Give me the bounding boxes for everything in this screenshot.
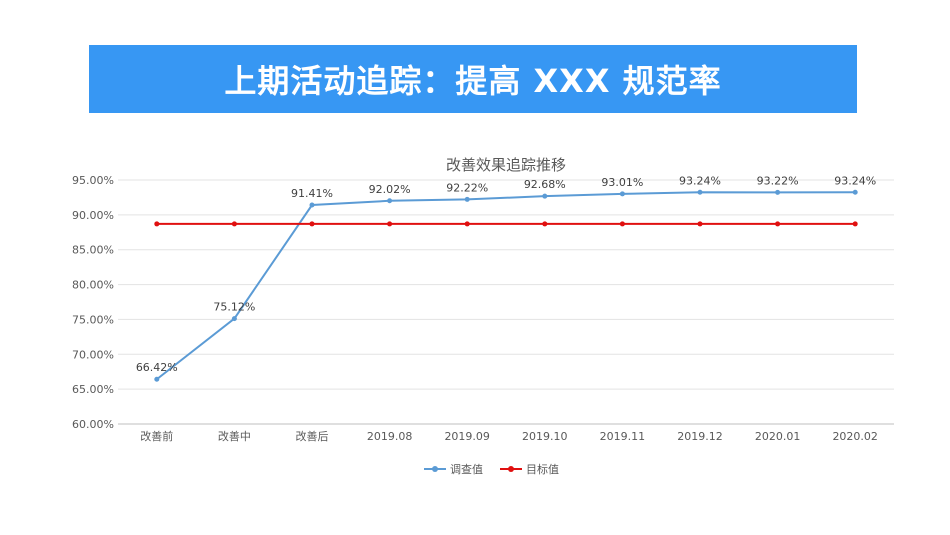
- y-tick-label: 75.00%: [72, 313, 114, 326]
- x-tick-label: 2019.09: [444, 430, 490, 443]
- y-tick-label: 65.00%: [72, 383, 114, 396]
- data-point: [775, 221, 781, 227]
- data-point: [154, 376, 160, 382]
- data-point: [464, 221, 470, 227]
- data-label: 92.68%: [524, 178, 566, 191]
- data-label: 66.42%: [136, 361, 178, 374]
- data-point: [852, 189, 858, 195]
- chart-title: 改善效果追踪推移: [446, 156, 566, 174]
- data-point: [154, 221, 160, 227]
- data-point: [231, 221, 237, 227]
- x-tick-label: 2019.08: [367, 430, 413, 443]
- x-tick-label: 2019.10: [522, 430, 568, 443]
- data-label: 93.24%: [679, 174, 721, 187]
- y-tick-label: 90.00%: [72, 209, 114, 222]
- data-point: [619, 221, 625, 227]
- data-point: [309, 221, 315, 227]
- data-point: [697, 221, 703, 227]
- y-tick-label: 80.00%: [72, 279, 114, 292]
- x-tick-label: 改善中: [218, 429, 251, 443]
- x-tick-label: 2019.12: [677, 430, 723, 443]
- x-tick-label: 改善后: [296, 429, 329, 443]
- data-point: [464, 196, 470, 202]
- y-tick-label: 60.00%: [72, 418, 114, 431]
- data-point: [775, 189, 781, 195]
- x-tick-label: 2019.11: [600, 430, 646, 443]
- legend-label: 目标值: [526, 462, 559, 476]
- legend-marker: [432, 466, 438, 472]
- x-tick-label: 2020.02: [832, 430, 878, 443]
- data-label: 93.24%: [834, 174, 876, 187]
- data-label: 75.12%: [213, 301, 255, 314]
- data-label: 93.22%: [757, 174, 799, 187]
- y-tick-label: 85.00%: [72, 244, 114, 257]
- data-label: 92.22%: [446, 181, 488, 194]
- page-title: 上期活动追踪：提高 XXX 规范率: [224, 62, 722, 100]
- y-tick-label: 70.00%: [72, 348, 114, 361]
- data-label: 91.41%: [291, 187, 333, 200]
- data-point: [542, 221, 548, 227]
- x-tick-label: 2020.01: [755, 430, 801, 443]
- data-point: [231, 316, 237, 322]
- data-point: [387, 221, 393, 227]
- legend-label: 调查值: [450, 462, 483, 476]
- title-banner: 上期活动追踪：提高 XXX 规范率: [89, 45, 857, 113]
- legend-marker: [508, 466, 514, 472]
- series-line: [156, 191, 856, 381]
- data-point: [852, 221, 858, 227]
- data-point: [387, 198, 393, 204]
- data-point: [697, 189, 703, 195]
- data-label: 93.01%: [601, 176, 643, 189]
- data-point: [309, 202, 315, 208]
- x-tick-label: 改善前: [140, 429, 173, 443]
- data-point: [542, 193, 548, 199]
- y-tick-label: 95.00%: [72, 174, 114, 187]
- data-point: [619, 191, 625, 197]
- data-label: 92.02%: [369, 183, 411, 196]
